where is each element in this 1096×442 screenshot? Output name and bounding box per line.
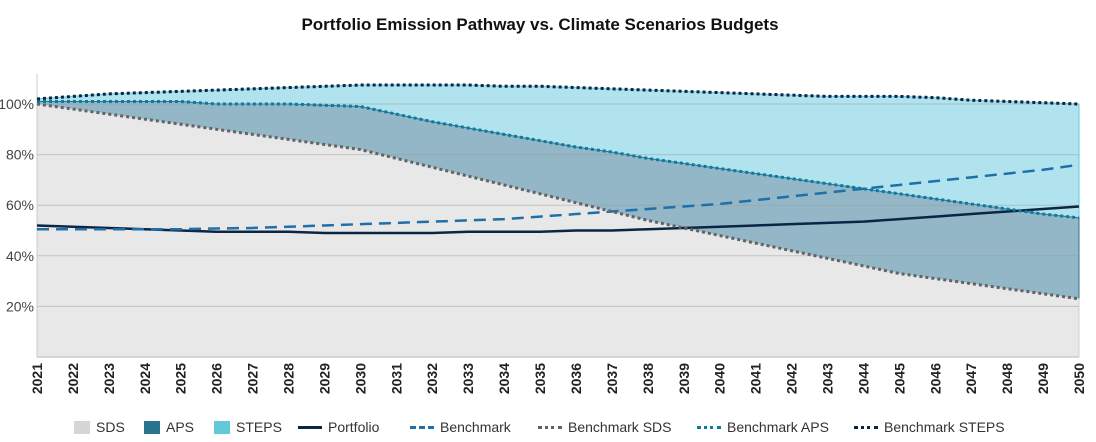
y-tick-label: 20% [6, 298, 34, 314]
x-tick-label: 2034 [496, 363, 512, 394]
legend-item-benchmark-aps[interactable]: Benchmark APS [697, 419, 829, 435]
legend-marker-icon [538, 425, 562, 429]
x-tick-label: 2023 [101, 363, 117, 394]
legend-label: Benchmark APS [727, 419, 829, 435]
legend-item-portfolio[interactable]: Portfolio [298, 419, 379, 435]
legend-label: Benchmark STEPS [884, 419, 1005, 435]
x-tick-label: 2039 [676, 363, 692, 394]
legend-item-benchmark-sds[interactable]: Benchmark SDS [538, 419, 671, 435]
legend-label: Benchmark SDS [568, 419, 672, 435]
x-tick-label: 2029 [316, 363, 332, 394]
x-tick-label: 2049 [1035, 363, 1051, 394]
x-tick-label: 2038 [640, 363, 656, 394]
x-tick-label: 2048 [999, 363, 1015, 394]
x-tick-label: 2036 [568, 363, 584, 394]
x-tick-label: 2050 [1071, 363, 1087, 394]
x-tick-label: 2030 [352, 363, 368, 394]
x-tick-label: 2033 [460, 363, 476, 394]
legend-item-aps[interactable]: APS [144, 419, 194, 435]
x-tick-label: 2026 [209, 363, 225, 394]
legend-label: Benchmark [440, 419, 511, 435]
x-tick-label: 2025 [173, 363, 189, 394]
x-tick-label: 2040 [712, 363, 728, 394]
legend-marker-icon [298, 425, 322, 429]
x-tick-label: 2046 [927, 363, 943, 394]
y-tick-label: 40% [6, 248, 34, 264]
y-tick-label: 60% [6, 197, 34, 213]
x-tick-label: 2021 [29, 363, 45, 394]
x-tick-label: 2045 [891, 363, 907, 394]
x-tick-label: 2035 [532, 363, 548, 394]
x-tick-label: 2032 [424, 363, 440, 394]
legend-item-sds[interactable]: SDS [74, 419, 125, 435]
y-tick-label: 80% [6, 147, 34, 163]
legend-marker-icon [74, 420, 90, 434]
x-tick-label: 2047 [963, 363, 979, 394]
legend-item-benchmark-steps[interactable]: Benchmark STEPS [854, 419, 1005, 435]
x-tick-label: 2031 [388, 363, 404, 394]
x-tick-label: 2027 [245, 363, 261, 394]
line-benchmark-aps [37, 99, 1080, 220]
legend-marker-icon [854, 425, 878, 429]
line-portfolio [36, 205, 1080, 235]
legend-label: SDS [96, 419, 125, 435]
legend: SDS APS STEPS Portfolio Benchmark Benchmark S… [0, 419, 1096, 439]
legend-label: Portfolio [328, 419, 380, 435]
legend-item-benchmark[interactable]: Benchmark [410, 419, 511, 435]
legend-marker-icon [697, 425, 721, 429]
line-benchmark-sds [36, 102, 1080, 301]
legend-marker-icon [214, 420, 230, 434]
y-tick-label: 100% [0, 96, 34, 112]
x-tick-label: 2024 [137, 363, 153, 394]
x-tick-label: 2022 [65, 363, 81, 394]
x-tick-label: 2041 [748, 363, 764, 394]
legend-label: APS [166, 419, 195, 435]
legend-item-steps[interactable]: STEPS [214, 419, 282, 435]
legend-marker-icon [144, 420, 160, 434]
legend-marker-icon [410, 425, 434, 429]
x-tick-label: 2028 [281, 363, 297, 394]
x-tick-label: 2044 [855, 363, 871, 394]
x-tick-label: 2037 [604, 363, 620, 394]
chart-title: Portfolio Emission Pathway vs. Climate S… [301, 15, 779, 34]
legend-label: STEPS [236, 419, 282, 435]
line-benchmark [37, 163, 1080, 231]
x-tick-label: 2042 [784, 363, 800, 394]
x-tick-label: 2043 [819, 363, 835, 394]
